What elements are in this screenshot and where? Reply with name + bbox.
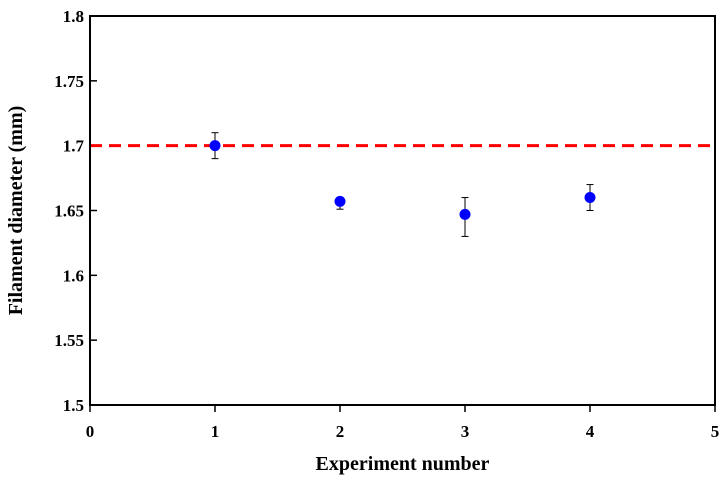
y-axis-title: Filament diameter (mm) xyxy=(5,106,27,316)
x-axis-ticks: 0 1 2 3 4 5 xyxy=(86,405,720,441)
data-point xyxy=(584,192,596,204)
x-tick-label: 2 xyxy=(336,422,345,441)
data-point xyxy=(209,140,221,152)
plot-area-frame xyxy=(89,15,716,406)
x-tick-label: 3 xyxy=(461,422,470,441)
data-point xyxy=(334,195,346,207)
error-bars xyxy=(211,132,594,237)
data-point xyxy=(459,208,471,220)
x-tick-label: 5 xyxy=(711,422,720,441)
y-tick-label: 1.8 xyxy=(63,7,84,26)
y-tick-label: 1.6 xyxy=(63,266,84,285)
y-tick-label: 1.75 xyxy=(54,72,84,91)
y-tick-label: 1.55 xyxy=(54,331,84,350)
x-tick-label: 0 xyxy=(86,422,95,441)
x-axis-title: Experiment number xyxy=(316,453,490,475)
y-tick-label: 1.7 xyxy=(63,137,85,156)
x-tick-label: 4 xyxy=(586,422,595,441)
y-tick-label: 1.65 xyxy=(54,202,84,221)
y-tick-label: 1.5 xyxy=(63,396,84,415)
x-tick-label: 1 xyxy=(211,422,220,441)
y-axis-ticks: 1.5 1.55 1.6 1.65 1.7 1.75 1.8 xyxy=(54,7,97,415)
data-points xyxy=(209,140,596,220)
